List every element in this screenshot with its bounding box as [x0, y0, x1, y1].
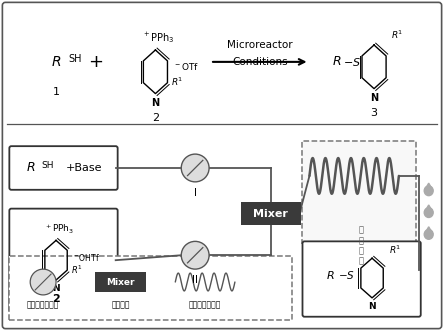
Text: $R$: $R$ [51, 55, 61, 69]
Text: $R$: $R$ [27, 162, 36, 174]
Text: 微混合器: 微混合器 [111, 301, 130, 310]
Text: $^+$PPh$_3$: $^+$PPh$_3$ [44, 223, 74, 236]
Text: $R^1$: $R^1$ [171, 75, 184, 88]
Text: +: + [88, 53, 103, 71]
Text: $^-$OHTf: $^-$OHTf [72, 252, 100, 263]
Circle shape [181, 154, 209, 182]
FancyBboxPatch shape [241, 202, 301, 225]
Text: 1: 1 [52, 87, 59, 97]
Ellipse shape [424, 186, 433, 196]
FancyBboxPatch shape [9, 146, 118, 190]
FancyBboxPatch shape [302, 141, 416, 244]
Text: $-S$: $-S$ [343, 56, 361, 68]
Text: $R^1$: $R^1$ [391, 29, 404, 41]
Circle shape [181, 241, 209, 269]
Text: 注射泵或蠕动泵: 注射泵或蠕动泵 [27, 301, 59, 310]
Text: II: II [192, 275, 198, 285]
Text: Mixer: Mixer [107, 277, 135, 287]
Ellipse shape [424, 208, 433, 217]
Polygon shape [424, 205, 433, 212]
FancyBboxPatch shape [2, 2, 442, 329]
Text: 3: 3 [371, 109, 377, 118]
Text: SH: SH [68, 54, 81, 64]
FancyBboxPatch shape [95, 272, 147, 292]
Text: $R^1$: $R^1$ [71, 264, 83, 276]
Text: 微流场反应装置: 微流场反应装置 [189, 301, 221, 310]
Text: Conditions: Conditions [232, 57, 288, 67]
Text: N: N [52, 284, 60, 293]
Text: 2: 2 [52, 294, 60, 304]
FancyBboxPatch shape [302, 241, 421, 317]
Text: $^+$PPh$_3$: $^+$PPh$_3$ [142, 30, 174, 45]
Polygon shape [424, 183, 433, 190]
Text: Microreactor: Microreactor [227, 40, 293, 50]
Text: $R$: $R$ [332, 55, 341, 69]
Text: 2: 2 [152, 114, 159, 123]
Text: 微
反
应
器: 微 反 应 器 [359, 225, 364, 266]
FancyBboxPatch shape [9, 256, 292, 320]
Text: N: N [370, 93, 378, 103]
Text: $^-$OTf: $^-$OTf [173, 61, 199, 72]
Text: $R^1$: $R^1$ [389, 244, 401, 256]
Text: Mixer: Mixer [253, 209, 288, 218]
Text: +Base: +Base [66, 163, 103, 173]
Text: N: N [368, 302, 376, 311]
FancyBboxPatch shape [9, 209, 118, 312]
Text: $R$: $R$ [326, 269, 335, 281]
Ellipse shape [424, 230, 433, 239]
Text: $-S$: $-S$ [338, 269, 355, 281]
Text: SH: SH [41, 161, 54, 169]
Text: N: N [151, 98, 159, 108]
Circle shape [30, 269, 56, 295]
Polygon shape [424, 227, 433, 234]
Text: I: I [194, 188, 197, 198]
